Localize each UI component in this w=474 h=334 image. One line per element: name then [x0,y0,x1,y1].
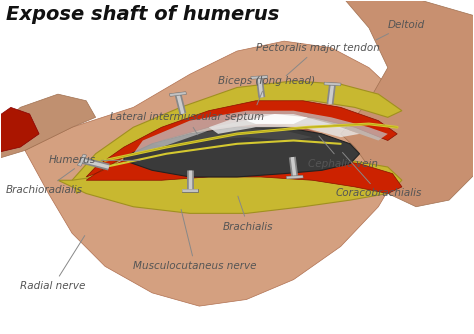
Polygon shape [324,82,341,86]
Text: Coracobrachialis: Coracobrachialis [336,153,422,198]
Polygon shape [133,111,388,154]
Text: Deltoid: Deltoid [376,20,425,40]
Polygon shape [124,127,359,177]
Polygon shape [341,0,474,207]
Polygon shape [0,107,39,154]
Text: Pectoralis major tendon: Pectoralis major tendon [256,43,380,76]
Polygon shape [78,154,86,166]
Polygon shape [182,189,198,192]
Polygon shape [251,75,268,79]
Polygon shape [58,160,402,213]
Text: Lateral intermuscular septum: Lateral intermuscular septum [110,112,264,135]
Polygon shape [209,114,359,137]
Polygon shape [170,92,186,96]
Polygon shape [246,114,308,124]
Polygon shape [251,75,268,79]
Text: Brachialis: Brachialis [223,196,273,231]
Text: Expose shaft of humerus: Expose shaft of humerus [6,5,280,24]
Text: Cephalic vein: Cephalic vein [308,136,378,169]
Text: Brachioradialis: Brachioradialis [6,169,83,195]
Text: Musculocutaneus nerve: Musculocutaneus nerve [133,209,257,271]
Polygon shape [86,150,402,193]
Polygon shape [286,175,303,179]
Polygon shape [72,81,402,193]
Polygon shape [86,101,397,177]
Polygon shape [0,94,96,160]
Polygon shape [133,124,331,160]
Polygon shape [78,154,86,166]
Polygon shape [25,41,407,306]
Polygon shape [170,92,186,96]
Text: Biceps (long head): Biceps (long head) [218,76,315,105]
Text: Radial nerve: Radial nerve [20,235,86,291]
Polygon shape [182,189,198,192]
Polygon shape [152,127,312,147]
Polygon shape [324,82,341,86]
Text: Humerus: Humerus [48,155,140,165]
Polygon shape [286,175,303,179]
